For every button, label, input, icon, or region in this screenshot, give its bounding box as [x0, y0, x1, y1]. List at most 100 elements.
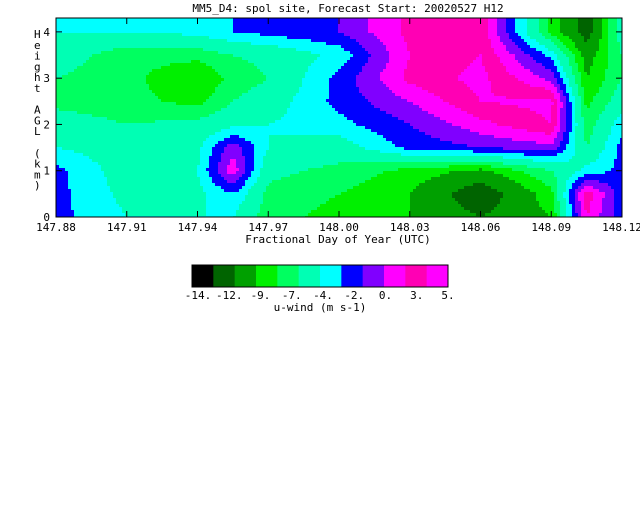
contour-cell	[422, 27, 426, 31]
contour-cell	[269, 45, 273, 49]
contour-cell	[173, 54, 177, 58]
contour-cell	[566, 45, 570, 49]
contour-cell	[401, 78, 405, 82]
contour-cell	[491, 30, 495, 34]
contour-cell	[611, 48, 615, 52]
contour-cell	[110, 63, 114, 67]
contour-cell	[593, 33, 597, 37]
contour-cell	[587, 39, 591, 43]
contour-cell	[446, 57, 450, 61]
contour-cell	[140, 63, 144, 67]
contour-cell	[374, 78, 378, 82]
contour-cell	[602, 72, 606, 76]
contour-cell	[62, 72, 66, 76]
contour-cell	[413, 75, 417, 79]
contour-cell	[440, 30, 444, 34]
contour-cell	[98, 57, 102, 61]
contour-cell	[443, 21, 447, 25]
contour-cell	[134, 39, 138, 43]
contour-cell	[500, 48, 504, 52]
contour-cell	[269, 24, 273, 28]
contour-cell	[410, 78, 414, 82]
contour-cell	[260, 60, 264, 64]
contour-cell	[122, 57, 126, 61]
contour-cell	[398, 81, 402, 85]
contour-cell	[383, 51, 387, 55]
contour-cell	[476, 60, 480, 64]
contour-cell	[191, 24, 195, 28]
contour-cell	[323, 48, 327, 52]
contour-cell	[500, 33, 504, 37]
contour-cell	[539, 18, 543, 22]
contour-cell	[323, 21, 327, 25]
contour-cell	[359, 75, 363, 79]
contour-cell	[317, 81, 321, 85]
contour-cell	[266, 75, 270, 79]
contour-cell	[395, 60, 399, 64]
contour-cell	[278, 66, 282, 70]
contour-cell	[497, 69, 501, 73]
contour-cell	[221, 69, 225, 73]
contour-cell	[404, 18, 408, 22]
contour-cell	[515, 54, 519, 58]
contour-cell	[155, 75, 159, 79]
contour-cell	[74, 69, 78, 73]
contour-cell	[170, 48, 174, 52]
contour-cell	[491, 75, 495, 79]
contour-cell	[77, 54, 81, 58]
contour-cell	[185, 45, 189, 49]
contour-cell	[65, 36, 69, 40]
contour-cell	[383, 54, 387, 58]
contour-cell	[569, 78, 573, 82]
contour-cell	[107, 57, 111, 61]
contour-cell	[206, 24, 210, 28]
contour-cell	[305, 78, 309, 82]
contour-cell	[83, 30, 87, 34]
contour-cell	[125, 39, 129, 43]
contour-cell	[122, 18, 126, 22]
contour-cell	[194, 75, 198, 79]
contour-cell	[80, 81, 84, 85]
contour-cell	[140, 54, 144, 58]
contour-cell	[599, 27, 603, 31]
contour-cell	[173, 72, 177, 76]
contour-cell	[608, 21, 612, 25]
contour-cell	[293, 33, 297, 37]
contour-cell	[110, 60, 114, 64]
contour-cell	[152, 33, 156, 37]
contour-cell	[275, 48, 279, 52]
contour-cell	[344, 24, 348, 28]
contour-cell	[230, 45, 234, 49]
contour-cell	[287, 63, 291, 67]
contour-cell	[410, 36, 414, 40]
contour-cell	[593, 78, 597, 82]
contour-cell	[599, 42, 603, 46]
contour-cell	[308, 24, 312, 28]
contour-cell	[563, 72, 567, 76]
contour-cell	[374, 45, 378, 49]
contour-cell	[566, 69, 570, 73]
contour-cell	[581, 63, 585, 67]
contour-cell	[335, 78, 339, 82]
contour-cell	[410, 66, 414, 70]
contour-cell	[140, 18, 144, 22]
contour-cell	[275, 69, 279, 73]
contour-cell	[497, 42, 501, 46]
contour-cell	[332, 57, 336, 61]
contour-cell	[152, 39, 156, 43]
contour-cell	[146, 72, 150, 76]
contour-cell	[311, 36, 315, 40]
contour-cell	[419, 66, 423, 70]
contour-cell	[353, 18, 357, 22]
contour-cell	[404, 81, 408, 85]
contour-cell	[614, 36, 618, 40]
contour-cell	[65, 78, 69, 82]
contour-cell	[92, 75, 96, 79]
contour-cell	[563, 54, 567, 58]
contour-cell	[515, 42, 519, 46]
contour-cell	[452, 45, 456, 49]
contour-cell	[113, 69, 117, 73]
contour-cell	[542, 60, 546, 64]
contour-cell	[287, 66, 291, 70]
contour-cell	[329, 66, 333, 70]
